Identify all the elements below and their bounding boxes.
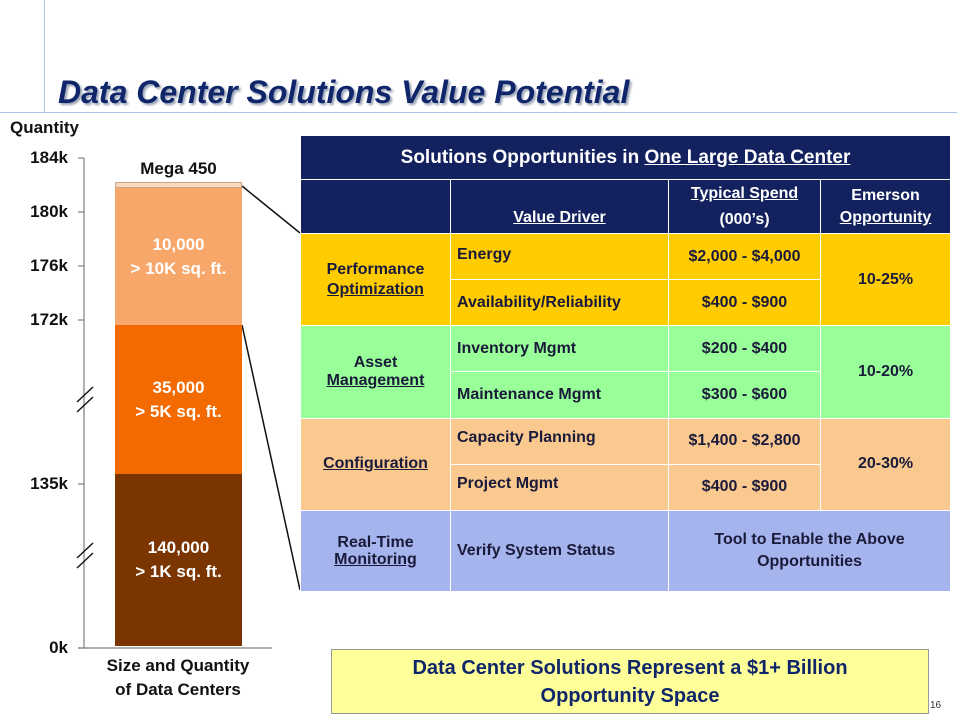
opportunity-cell: 20-30%: [819, 417, 952, 511]
header-opp-line2: Opportunity: [839, 209, 932, 227]
tick-label: 135k: [30, 474, 68, 493]
category-monitoring: Real-Time Monitoring: [300, 509, 451, 593]
bar-segment-10k: 10,000 > 10K sq. ft.: [115, 188, 242, 325]
header-typical-spend: Typical Spend (000’s): [668, 179, 821, 235]
spend-cell: $400 - $900: [668, 279, 821, 327]
header-spend-line1: Typical Spend: [690, 184, 799, 202]
category-line1: Asset: [353, 353, 398, 371]
category-asset: Asset Management: [300, 325, 451, 419]
header-value-driver-text: Value Driver: [513, 209, 606, 227]
tick-label: 172k: [30, 310, 68, 329]
segment-size: > 5K sq. ft.: [135, 401, 222, 421]
mega-label: Mega 450: [140, 159, 217, 178]
bottom-label-line2: of Data Centers: [115, 680, 241, 699]
driver-cell: Maintenance Mgmt: [450, 371, 669, 419]
axis-title: Quantity: [10, 118, 79, 137]
bar-segment-1k: 140,000 > 1K sq. ft.: [115, 474, 242, 646]
category-line2: Management: [326, 371, 425, 389]
opportunity-cell: 10-20%: [819, 325, 952, 419]
tick-label: 184k: [30, 148, 68, 167]
tick-label: 0k: [49, 638, 68, 657]
header-opp-line1: Emerson: [851, 187, 920, 205]
table-title-underlined: One Large Data Center: [644, 146, 851, 168]
category-line2: Optimization: [327, 280, 424, 298]
opportunity-cell: 10-25%: [819, 233, 952, 327]
header-value-driver: Value Driver: [450, 179, 669, 235]
header-spend-line2: (000’s): [719, 210, 770, 228]
driver-cell: Availability/Reliability: [450, 279, 669, 327]
decor-horizontal-line: [0, 112, 957, 113]
banner-line2: Opportunity Space: [540, 684, 720, 707]
bar-segment-5k: 35,000 > 5K sq. ft.: [115, 325, 242, 474]
table-title-prefix: Solutions Opportunities in: [400, 146, 645, 168]
tool-line1: Tool to Enable the Above: [714, 530, 905, 548]
driver-cell: Energy: [450, 233, 669, 281]
segment-count: 140,000: [147, 538, 210, 557]
header-opportunity: Emerson Opportunity: [819, 179, 952, 235]
driver-cell: Capacity Planning: [450, 417, 669, 465]
spend-cell: $200 - $400: [668, 325, 821, 373]
tool-line2: Opportunities: [757, 552, 862, 570]
segment-count: 35,000: [152, 377, 205, 397]
bottom-label-line1: Size and Quantity: [106, 656, 250, 675]
segment-size: > 10K sq. ft.: [130, 258, 227, 278]
axis-graphics: [76, 157, 300, 649]
opportunities-table: Solutions Opportunities in One Large Dat…: [299, 134, 952, 593]
tick-label: 180k: [30, 202, 68, 221]
driver-cell: Verify System Status: [450, 509, 669, 593]
header-blank: [300, 179, 451, 235]
tick-label: 176k: [30, 256, 68, 275]
category-line1: Real-Time: [337, 533, 414, 551]
monitoring-tool-cell: Tool to Enable the Above Opportunities: [667, 509, 952, 593]
banner-line1: Data Center Solutions Represent a $1+ Bi…: [412, 656, 848, 679]
page-number: 16: [930, 700, 942, 711]
chart-bottom-label: Size and Quantity of Data Centers: [78, 654, 278, 702]
bar-segment-mega: [115, 182, 242, 188]
category-line2: Configuration: [323, 455, 428, 473]
spend-cell: $300 - $600: [668, 371, 821, 419]
driver-cell: Inventory Mgmt: [450, 325, 669, 373]
spend-cell: $400 - $900: [668, 463, 821, 511]
category-line1: Performance: [326, 260, 425, 278]
page-title: Data Center Solutions Value Potential: [58, 74, 630, 110]
driver-cell: Project Mgmt: [450, 463, 669, 511]
summary-banner: Data Center Solutions Represent a $1+ Bi…: [331, 649, 929, 714]
spend-cell: $1,400 - $2,800: [668, 417, 821, 465]
spend-cell: $2,000 - $4,000: [668, 233, 821, 281]
table-title: Solutions Opportunities in One Large Dat…: [299, 134, 952, 181]
category-performance: Performance Optimization: [300, 233, 451, 327]
segment-size: > 1K sq. ft.: [135, 562, 222, 581]
category-configuration: Configuration: [300, 417, 451, 511]
category-line2: Monitoring: [334, 550, 417, 568]
decor-vertical-line: [44, 0, 45, 112]
segment-count: 10,000: [152, 234, 205, 254]
